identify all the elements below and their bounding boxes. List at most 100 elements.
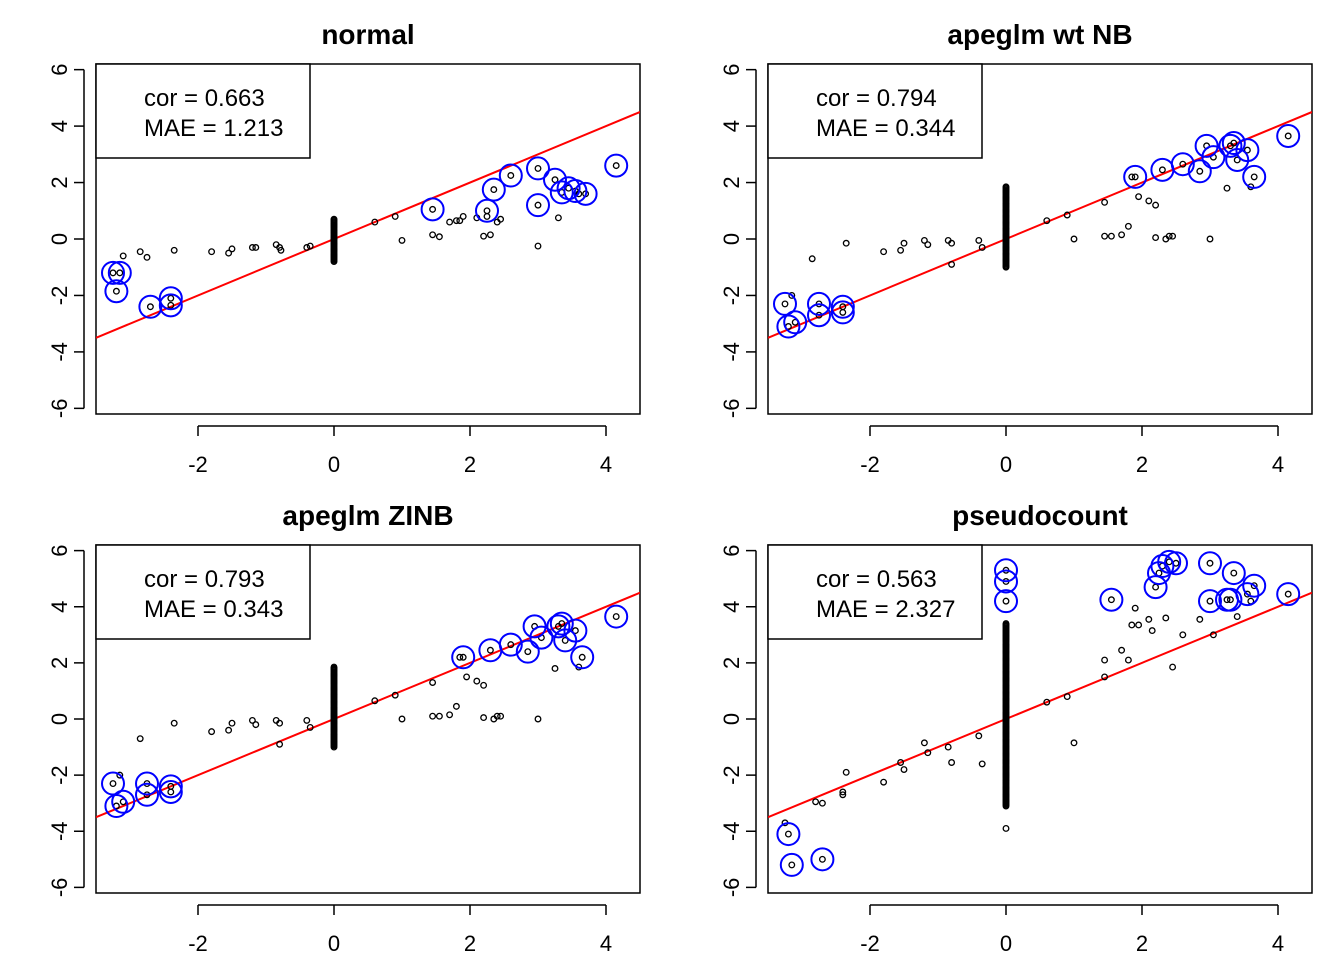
plot-frame: [95, 63, 641, 415]
data-point: [839, 308, 847, 316]
x-tick-label: -2: [860, 452, 880, 477]
highlight-ring: [1221, 561, 1246, 586]
data-point: [808, 255, 816, 263]
plot-frame: [95, 544, 641, 894]
legend-box: cor = 0.794 MAE = 0.344: [767, 63, 983, 159]
plot-frame: [767, 544, 1313, 894]
highlight-ring: [1170, 152, 1195, 177]
cor-label: cor = 0.793: [144, 566, 265, 593]
panel-1: normal -2 0 2 4 -6 -4 -2 0 2 4 6 cor = 0.663 MAE = 1.…: [47, 19, 641, 477]
data-point: [920, 739, 928, 747]
data-point: [534, 164, 542, 172]
data-point: [1250, 173, 1258, 181]
data-point: [452, 217, 460, 225]
data-point: [435, 233, 443, 241]
x-tick-label: -2: [860, 931, 880, 956]
x-tick-label: 2: [1136, 931, 1148, 956]
plot-area: [768, 549, 1312, 877]
y-tick-label: 6: [719, 64, 744, 76]
panel-2: apeglm wt NB -2 0 2 4 -6 -4 -2 0 2 4 6 cor = 0.794 MA…: [719, 19, 1313, 477]
data-point: [1145, 197, 1153, 205]
data-point: [975, 236, 983, 244]
data-point: [446, 711, 454, 719]
data-point: [900, 239, 908, 247]
highlight-ring: [1143, 575, 1168, 600]
data-point: [248, 716, 256, 724]
data-point: [1169, 232, 1177, 240]
y-axis: -6 -4 -2 0 2 4 6: [47, 64, 85, 418]
data-point: [788, 861, 796, 869]
plot-frame: [767, 63, 1313, 415]
highlight-ring: [563, 179, 588, 204]
data-point: [116, 269, 124, 277]
x-tick-label: 0: [1000, 931, 1012, 956]
highlight-ring: [830, 294, 855, 319]
data-point: [473, 677, 481, 685]
highlight-ring: [111, 789, 136, 814]
data-point: [524, 648, 532, 656]
highlight-ring: [549, 611, 574, 636]
data-point: [252, 721, 260, 729]
data-point: [534, 715, 542, 723]
y-tick-label: 2: [47, 176, 72, 188]
y-tick-label: 4: [47, 601, 72, 613]
highlight-ring: [104, 794, 129, 818]
data-point: [228, 719, 236, 727]
mae-label: MAE = 2.327: [816, 596, 955, 623]
x-tick-label: 0: [1000, 452, 1012, 477]
data-point: [1148, 627, 1156, 635]
data-point: [897, 246, 905, 254]
data-point: [277, 246, 285, 254]
data-point: [554, 214, 562, 222]
highlight-ring: [420, 197, 445, 222]
data-point: [1209, 631, 1217, 639]
x-tick-label: 0: [328, 452, 340, 477]
highlight-ring: [526, 193, 550, 218]
highlight-ring: [515, 639, 540, 664]
data-point: [1043, 217, 1051, 225]
data-point: [371, 218, 379, 226]
data-point: [920, 236, 928, 244]
data-point: [1124, 656, 1132, 664]
data-point: [459, 653, 467, 661]
data-point: [1107, 232, 1115, 240]
highlight-ring: [810, 847, 835, 872]
highlight-ring: [563, 618, 588, 643]
highlight-ring: [101, 260, 125, 285]
highlight-ring: [807, 303, 831, 328]
data-point: [276, 719, 284, 727]
data-point: [248, 244, 256, 251]
data-point: [948, 759, 956, 766]
y-axis: -6 -4 -2 0 2 4 6: [47, 544, 85, 897]
data-point: [1152, 201, 1160, 209]
data-point: [480, 714, 488, 722]
data-point: [112, 287, 120, 295]
highlight-ring: [1235, 582, 1260, 607]
data-point: [880, 778, 888, 786]
highlight-ring: [498, 632, 523, 657]
data-point: [429, 679, 437, 686]
legend-box: cor = 0.793 MAE = 0.343: [95, 544, 311, 640]
data-point: [1230, 569, 1238, 577]
highlight-ring: [1242, 573, 1267, 598]
legend-frame: [767, 63, 983, 159]
data-point: [1284, 590, 1292, 598]
y-tick-label: 0: [47, 713, 72, 725]
data-point-zero: [1002, 183, 1010, 191]
highlight-ring: [546, 614, 571, 639]
x-tick-label: 2: [464, 452, 476, 477]
highlight-ring: [776, 822, 801, 847]
x-tick-label: -2: [188, 452, 208, 477]
data-point: [493, 712, 501, 720]
data-point: [391, 691, 399, 699]
highlight-ring: [475, 198, 499, 223]
data-point: [842, 768, 850, 776]
fit-line: [768, 591, 1312, 819]
data-point: [534, 242, 542, 250]
y-tick-label: -2: [47, 765, 72, 785]
highlight-ring: [1276, 123, 1301, 148]
data-point: [924, 749, 932, 757]
highlight-ring: [498, 163, 523, 188]
highlight-ring: [570, 645, 595, 670]
highlight-ring: [1201, 145, 1226, 170]
